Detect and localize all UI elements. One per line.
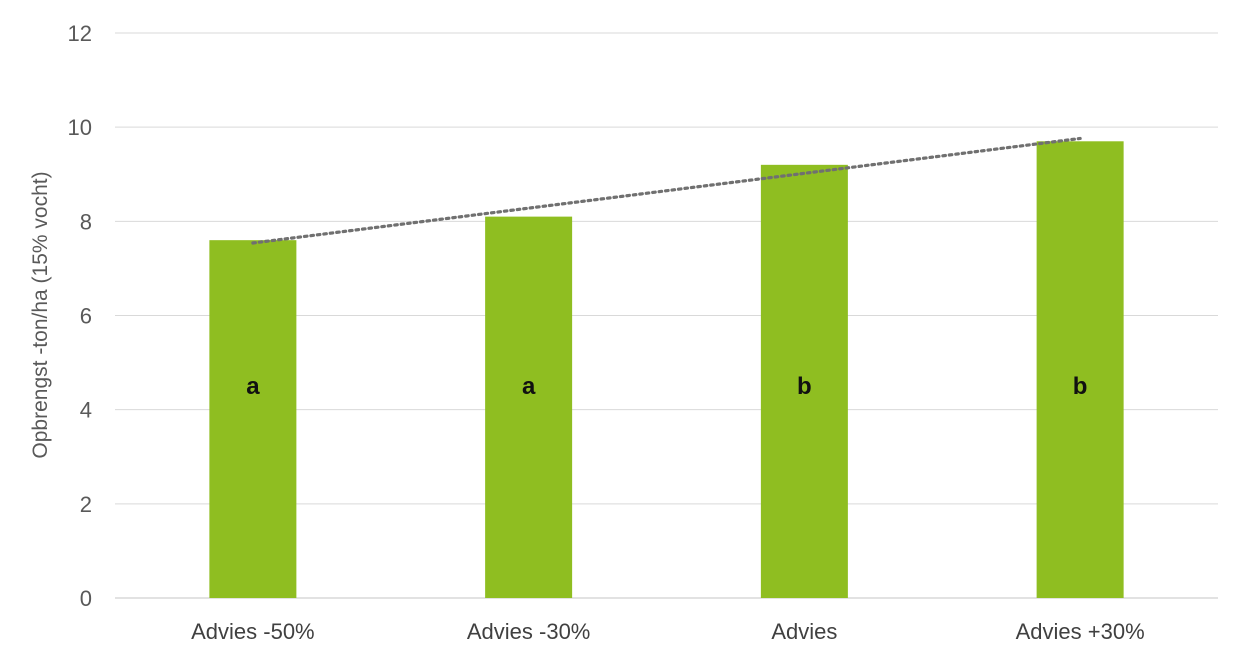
x-tick-label: Advies -50%	[191, 619, 315, 644]
x-tick-label: Advies -30%	[467, 619, 591, 644]
bar	[485, 216, 573, 598]
bar	[1036, 141, 1124, 598]
y-tick-label: 8	[80, 209, 92, 234]
y-tick-label: 2	[80, 492, 92, 517]
y-tick-label: 4	[80, 398, 92, 423]
bar-significance-label: a	[246, 373, 260, 400]
y-axis-label: Opbrengst -ton/ha (15% vocht)	[29, 171, 52, 458]
gridlines	[115, 32, 1218, 599]
x-tick-label: Advies	[771, 619, 837, 644]
trendline-layer	[251, 136, 1082, 245]
bar	[760, 164, 848, 599]
y-tick-label: 6	[80, 304, 92, 329]
y-tick-label: 0	[80, 586, 92, 611]
y-axis-ticks: 0 2 4 6 8 10 12	[68, 21, 92, 611]
bar	[209, 240, 297, 598]
bar-significance-label: a	[522, 373, 536, 400]
trendline	[251, 136, 1082, 245]
bar-significance-label: b	[1073, 373, 1088, 400]
bars	[209, 141, 1124, 599]
bar-significance-label: b	[797, 373, 812, 400]
x-tick-label: Advies +30%	[1016, 619, 1145, 644]
y-tick-label: 10	[68, 115, 92, 140]
x-axis-ticks: Advies -50% Advies -30% Advies Advies +30%	[191, 619, 1145, 644]
y-tick-label: 12	[68, 21, 92, 46]
